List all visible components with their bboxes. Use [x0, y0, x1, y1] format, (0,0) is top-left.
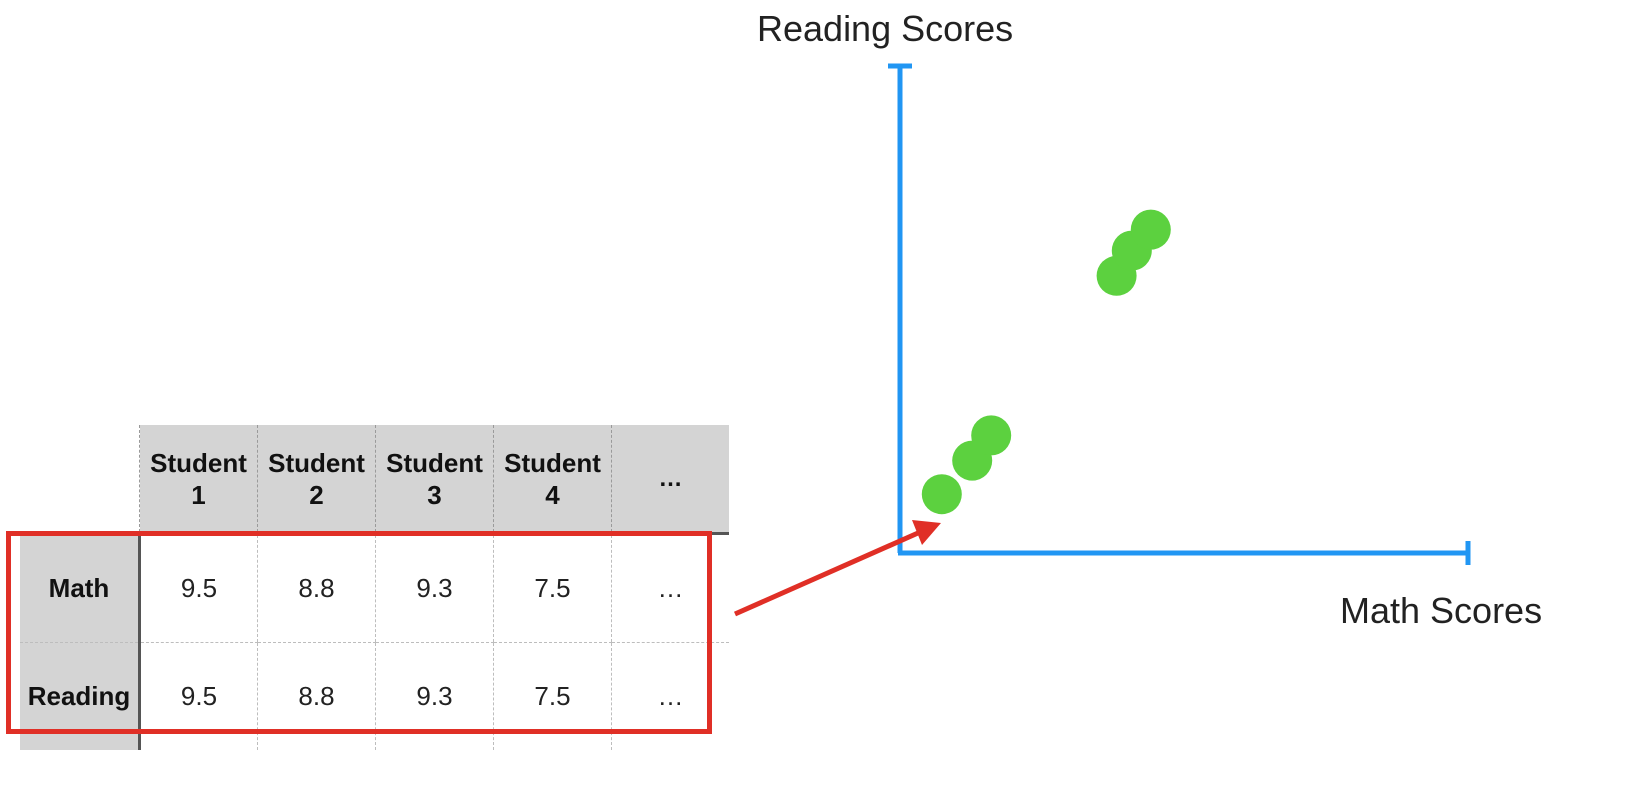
arrow-shaft	[733, 530, 920, 617]
table-cell: 9.3	[375, 533, 494, 643]
axes	[888, 63, 1471, 565]
column-header-label: Student 1	[150, 447, 247, 510]
data-point	[1130, 209, 1171, 250]
column-header-label: Student 2	[268, 447, 365, 510]
column-header-student-2: Student 2	[257, 425, 376, 535]
table-cell: 8.8	[257, 533, 376, 643]
column-header-student-1: Student 1	[139, 425, 258, 535]
table-row-math: Math 9.5 8.8 9.3 7.5 …	[20, 533, 729, 643]
y-axis-label: Reading Scores	[757, 8, 1014, 49]
pointer-arrow	[733, 520, 941, 617]
data-point	[921, 474, 962, 515]
column-header-label: Student 4	[504, 447, 601, 510]
column-header-label: …	[658, 464, 683, 492]
table-corner-cell	[20, 425, 140, 535]
column-header-label: Student 3	[386, 447, 483, 510]
arrow-head	[912, 520, 941, 545]
x-axis-label: Math Scores	[1340, 590, 1543, 631]
column-header-more: …	[611, 425, 729, 535]
row-header-math: Math	[20, 533, 141, 643]
table-cell: 9.5	[139, 533, 258, 643]
column-header-student-4: Student 4	[493, 425, 612, 535]
data-points	[921, 209, 1171, 515]
column-header-student-3: Student 3	[375, 425, 494, 535]
data-point	[971, 415, 1012, 456]
table-cell: 7.5	[493, 533, 612, 643]
table-header-row: Student 1 Student 2 Student 3 Student 4 …	[20, 425, 729, 535]
